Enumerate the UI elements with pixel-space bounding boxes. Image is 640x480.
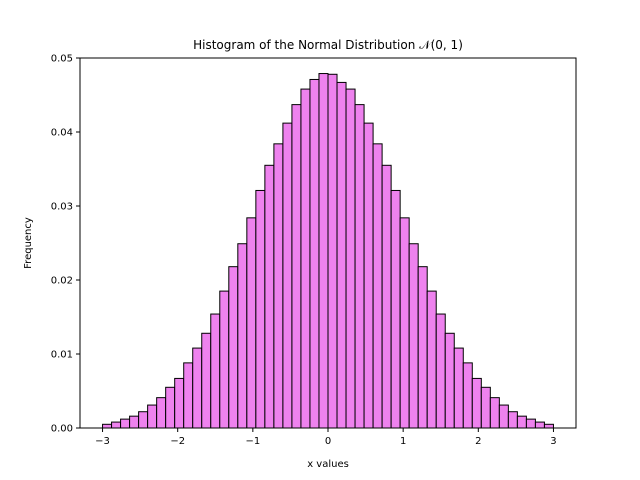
histogram-bar xyxy=(138,411,149,429)
histogram-bar xyxy=(462,362,473,429)
histogram-bar xyxy=(309,78,320,429)
x-axis-ticks: −3 −2 −1 0 1 2 3 xyxy=(95,428,557,447)
histogram-bar xyxy=(327,73,338,429)
histogram-bar xyxy=(264,164,275,429)
histogram-bar xyxy=(525,418,536,429)
histogram-bar xyxy=(336,81,347,429)
histogram-bar xyxy=(210,313,221,429)
histogram-bar xyxy=(345,88,356,429)
histogram-bar xyxy=(156,397,167,429)
histogram-bar xyxy=(165,386,176,429)
histogram-bar xyxy=(255,189,266,429)
histogram-bar xyxy=(129,415,140,429)
histogram-bar xyxy=(480,386,491,429)
histogram-bar xyxy=(201,332,212,429)
histogram-bar xyxy=(120,418,131,429)
histogram-bar xyxy=(453,347,464,429)
histogram-bar xyxy=(381,164,392,429)
histogram-bars xyxy=(102,73,554,429)
histogram-bar xyxy=(228,266,239,429)
x-tick-label: −3 xyxy=(95,436,110,447)
histogram-bar xyxy=(507,411,518,429)
histogram-bar xyxy=(282,122,293,429)
y-tick-label: 0.01 xyxy=(51,350,73,361)
histogram-bar xyxy=(318,73,329,429)
histogram-bar xyxy=(435,313,446,429)
histogram-bar xyxy=(273,143,284,429)
y-axis-ticks: 0.00 0.01 0.02 0.03 0.04 0.05 xyxy=(51,54,80,435)
chart-title: Histogram of the Normal Distribution 𝒩(0… xyxy=(193,38,463,52)
x-axis-label: x values xyxy=(307,459,349,470)
histogram-bar xyxy=(543,423,554,429)
histogram-bar xyxy=(408,243,419,429)
histogram-bar xyxy=(219,290,230,429)
histogram-bar xyxy=(534,421,545,429)
x-tick-label: −1 xyxy=(245,436,260,447)
histogram-bar xyxy=(444,332,455,429)
x-tick-label: 1 xyxy=(400,436,406,447)
histogram-bar xyxy=(354,104,365,429)
x-tick-label: 3 xyxy=(550,436,556,447)
y-tick-label: 0.02 xyxy=(51,276,73,287)
histogram-bar xyxy=(498,404,509,429)
histogram-bar xyxy=(102,423,113,429)
histogram-bar xyxy=(183,362,194,429)
histogram-bar xyxy=(192,347,203,429)
histogram-bar xyxy=(399,217,410,429)
histogram-bar xyxy=(291,104,302,429)
histogram-bar xyxy=(147,404,158,429)
x-tick-label: 0 xyxy=(325,436,331,447)
histogram-bar xyxy=(111,421,122,429)
histogram-bar xyxy=(372,143,383,429)
histogram-bar xyxy=(426,290,437,429)
histogram-bar xyxy=(300,88,311,429)
histogram-bar xyxy=(237,243,248,429)
histogram-bar xyxy=(390,189,401,429)
histogram-bar xyxy=(246,217,257,429)
histogram-bar xyxy=(489,397,500,429)
y-tick-label: 0.00 xyxy=(51,424,73,435)
histogram-bar xyxy=(417,266,428,429)
y-tick-label: 0.04 xyxy=(51,128,73,139)
y-tick-label: 0.05 xyxy=(51,54,73,65)
histogram-bar xyxy=(471,377,482,429)
y-tick-label: 0.03 xyxy=(51,202,73,213)
y-axis-label: Frequency xyxy=(23,217,34,269)
x-tick-label: 2 xyxy=(475,436,481,447)
histogram-bar xyxy=(174,377,185,429)
x-tick-label: −2 xyxy=(170,436,185,447)
histogram-bar xyxy=(363,122,374,429)
histogram-bar xyxy=(516,415,527,429)
